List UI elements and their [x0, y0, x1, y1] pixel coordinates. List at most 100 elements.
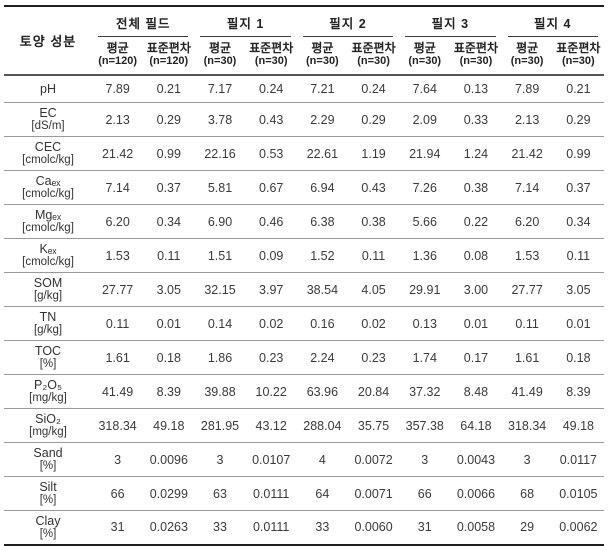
cell-value: 0.13 — [399, 306, 451, 342]
cell-value: 1.74 — [399, 340, 451, 376]
cell-value: 3.00 — [450, 272, 502, 308]
soil-properties-table: 토양 성분 전체 필드 필지 1 필지 2 필지 3 필지 4 평균 (n=120) 표준편… — [4, 5, 604, 546]
cell-value: 0.21 — [552, 74, 604, 104]
cell-value: 0.0096 — [143, 442, 195, 478]
cell-value: 1.19 — [347, 136, 400, 172]
cell-value: 7.89 — [92, 74, 144, 104]
row-label: Kₑₓ [cmolc/kg] — [4, 238, 93, 274]
cell-value: 0.34 — [552, 204, 604, 240]
component-unit: [dS/m] — [31, 119, 65, 132]
cell-value: 1.86 — [194, 340, 246, 376]
cell-value: 64 — [296, 476, 348, 512]
group-header: 필지 3 — [399, 6, 501, 37]
component-name: TN — [39, 309, 57, 324]
group-header-label: 필지 1 — [200, 11, 291, 37]
cell-value: 0.01 — [552, 306, 604, 342]
cell-value: 0.0043 — [450, 442, 502, 478]
cell-value: 66 — [92, 476, 144, 512]
cell-value: 0.38 — [450, 170, 502, 206]
component-name: Kₑₓ — [39, 241, 57, 256]
table-row: TN [g/kg] 0.11 0.01 0.14 0.02 0.16 0.02 0.13 0.01… — [4, 306, 604, 342]
column-header-n: (n=30) — [562, 55, 595, 68]
table-row: CEC [cmolc/kg] 21.42 0.99 22.16 0.53 22.61 1.19… — [4, 136, 604, 172]
row-label: SiO₂ [mg/kg] — [4, 408, 93, 444]
component-unit: [g/kg] — [33, 289, 63, 302]
cell-value: 288.04 — [296, 408, 348, 444]
component-name: Mgₑₓ — [34, 207, 62, 222]
row-label: Sand [%] — [4, 442, 93, 478]
cell-value: 0.11 — [143, 238, 195, 274]
cell-value: 5.81 — [194, 170, 246, 206]
mean-column-header: 평균 (n=30) — [501, 37, 553, 76]
cell-value: 0.0111 — [252, 520, 290, 535]
cell-value: 0.11 — [501, 306, 553, 342]
column-header-n: (n=30) — [510, 55, 544, 68]
cell-value: 43.12 — [245, 408, 297, 444]
group-header-label: 전체 필드 — [98, 11, 189, 37]
column-header-title: 표준편차 — [351, 41, 396, 55]
cell-value: 0.43 — [347, 170, 400, 206]
cell-value: 2.09 — [399, 102, 451, 138]
cell-value: 29.91 — [399, 272, 451, 308]
cell-value: 1.52 — [296, 238, 348, 274]
row-label: TOC [%] — [4, 340, 93, 376]
component-name: SOM — [33, 275, 63, 290]
cell-value: 281.95 — [194, 408, 246, 444]
cell-value: 20.84 — [347, 374, 400, 410]
cell-value: 21.42 — [501, 136, 553, 172]
cell-value: 0.01 — [450, 306, 502, 342]
cell-value: 1.61 — [501, 340, 553, 376]
cell-value: 0.0071 — [347, 476, 400, 512]
column-header-n: (n=30) — [357, 55, 390, 68]
component-unit: [cmolc/kg] — [22, 221, 74, 234]
column-header-title: 평균 — [106, 41, 129, 55]
cell-value: 0.0072 — [347, 442, 400, 478]
component-unit: [cmolc/kg] — [22, 187, 74, 200]
cell-value: 0.13 — [450, 74, 502, 104]
group-header: 필지 2 — [297, 6, 399, 37]
cell-value: 63.96 — [296, 374, 348, 410]
cell-value: 0.24 — [245, 74, 297, 104]
component-unit: [cmolc/kg] — [22, 255, 74, 268]
row-label: TN [g/kg] — [4, 306, 93, 342]
sd-column-header: 표준편차 (n=120) — [143, 37, 195, 76]
table-row: Sand [%] 3 0.0096 3 0.0107 4 0.0072 3 0.0043 3 0.01… — [4, 442, 604, 478]
cell-value: 4 — [296, 442, 348, 478]
table-row: Silt [%] 66 0.0299 63 0.0111 64 0.0071 66 0.0066 6… — [4, 476, 604, 512]
cell-value: 2.24 — [296, 340, 348, 376]
column-header-n: (n=120) — [98, 55, 138, 68]
cell-value: 3.78 — [194, 102, 246, 138]
component-name: pH — [40, 81, 56, 96]
cell-value: 0.0111 — [245, 476, 297, 512]
table-row: P₂O₅ [mg/kg] 41.49 8.39 39.88 10.22 63.96 20.84… — [4, 374, 604, 410]
cell-value: 29 — [520, 520, 535, 535]
column-header-n: (n=30) — [408, 55, 442, 68]
cell-value: 22.61 — [296, 136, 348, 172]
mean-column-header: 평균 (n=30) — [399, 37, 451, 76]
column-header-title: 평균 — [311, 41, 334, 55]
cell-value: 66 — [399, 476, 451, 512]
cell-value: 31 — [417, 520, 432, 535]
table-row: SOM [g/kg] 27.77 3.05 32.15 3.97 38.54 4.05 29.9… — [4, 272, 604, 308]
cell-value: 0.08 — [450, 238, 502, 274]
component-unit: [cmolc/kg] — [22, 153, 74, 166]
cell-value: 8.39 — [143, 374, 195, 410]
cell-value: 0.11 — [92, 306, 144, 342]
cell-value: 1.61 — [92, 340, 144, 376]
cell-value: 8.48 — [450, 374, 502, 410]
cell-value: 0.11 — [347, 238, 400, 274]
row-label: P₂O₅ [mg/kg] — [4, 374, 93, 410]
sd-column-header: 표준편차 (n=30) — [450, 37, 502, 76]
component-name: Clay — [35, 513, 61, 528]
cell-value: 0.53 — [245, 136, 297, 172]
cell-value: 0.43 — [245, 102, 297, 138]
cell-value: 2.13 — [501, 102, 553, 138]
cell-value: 49.18 — [143, 408, 195, 444]
header-sub-row: 평균 (n=120) 표준편차 (n=120) 평균 (n=30) 표준편차 (n=30) 평균… — [4, 37, 604, 76]
cell-value: 35.75 — [347, 408, 400, 444]
cell-value: 7.17 — [194, 74, 246, 104]
cell-value: 0.01 — [143, 306, 195, 342]
cell-value: 21.94 — [399, 136, 451, 172]
column-header-title: 평균 — [413, 41, 436, 55]
component-unit: [%] — [39, 527, 57, 540]
